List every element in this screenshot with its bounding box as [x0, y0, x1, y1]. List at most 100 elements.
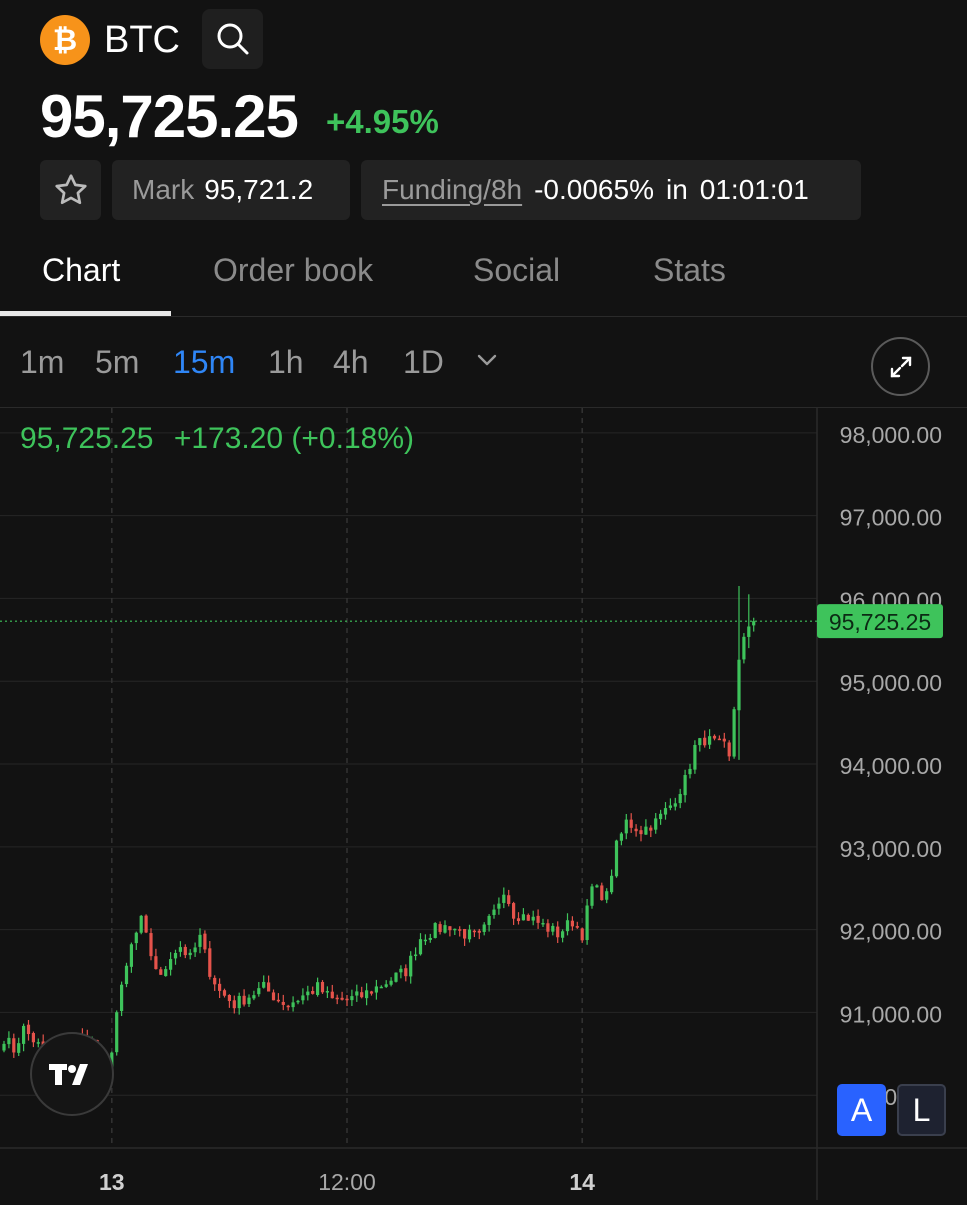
candle-body — [36, 1042, 40, 1044]
candle-body — [742, 636, 746, 660]
star-icon — [54, 174, 87, 205]
candle-body — [737, 659, 741, 711]
y-tick-label: 94,000.00 — [840, 753, 942, 779]
candle-body — [639, 830, 643, 835]
candle-body — [247, 997, 251, 1005]
y-tick-label: 97,000.00 — [840, 505, 942, 531]
tradingview-logo-icon — [49, 1064, 88, 1085]
candle-body — [320, 981, 325, 993]
candle-body — [237, 995, 241, 1009]
candle-body — [178, 947, 182, 952]
candle-body — [585, 905, 589, 941]
candle-body — [629, 819, 633, 828]
funding-link[interactable]: Funding/8h — [382, 174, 523, 205]
x-tick-label: 12:00 — [318, 1169, 376, 1195]
candle-body — [732, 709, 736, 757]
candle-body — [409, 955, 413, 977]
tab-chart[interactable]: Chart — [42, 252, 121, 288]
candle-body — [698, 738, 702, 746]
svg-text:₿: ₿ — [53, 24, 77, 57]
tab-bar: Chart Order book Social Stats — [0, 240, 967, 317]
timeframe-1d[interactable]: 1D — [403, 344, 444, 380]
candle-body — [164, 969, 168, 977]
candle-body — [281, 1001, 285, 1005]
candle-body — [311, 990, 315, 994]
log-scale-button[interactable]: L — [897, 1084, 946, 1136]
candle-body — [374, 986, 378, 993]
candle-body — [659, 813, 663, 820]
tab-social[interactable]: Social — [473, 252, 561, 288]
candle-body — [350, 996, 354, 1001]
timeframe-15m[interactable]: 15m — [173, 344, 236, 380]
candle-body — [693, 744, 697, 770]
tab-stats[interactable]: Stats — [653, 252, 726, 288]
candle-body — [747, 626, 751, 637]
candle-body — [345, 998, 349, 1001]
candle-body — [526, 914, 530, 921]
candle-body — [565, 920, 570, 932]
timeframe-5m[interactable]: 5m — [95, 344, 140, 380]
tab-order-book[interactable]: Order book — [213, 252, 374, 288]
y-tick-label: 95,000.00 — [840, 670, 942, 696]
candle-body — [139, 915, 143, 933]
funding-countdown: 01:01:01 — [699, 174, 809, 205]
candle-body — [482, 924, 486, 932]
candle-body — [134, 932, 138, 944]
candle-body — [443, 925, 447, 933]
candle-body — [394, 972, 398, 982]
candle-body — [438, 924, 442, 932]
timeframe-1h[interactable]: 1h — [268, 344, 304, 380]
search-button[interactable] — [202, 9, 263, 69]
candle-body — [296, 1000, 300, 1003]
candle-body — [673, 803, 677, 807]
candle-body — [193, 947, 197, 953]
candle-body — [120, 984, 124, 1012]
candle-body — [222, 990, 227, 996]
candle-body — [271, 992, 276, 1001]
price-chart[interactable]: 98,000.00 97,000.00 96,000.00 95,000.00 94,0… — [0, 408, 967, 1200]
candle-body — [124, 965, 129, 985]
candle-body — [267, 982, 271, 992]
x-tick-label: 14 — [569, 1169, 595, 1195]
legend-price: 95,725.25 — [20, 422, 154, 455]
candle-body — [384, 984, 388, 987]
candle-body — [477, 930, 481, 933]
timeframe-4h[interactable]: 4h — [333, 344, 369, 380]
candle-body — [242, 995, 246, 1005]
candle-body — [561, 931, 565, 938]
timeframe-1m[interactable]: 1m — [20, 344, 65, 380]
candle-body — [414, 954, 418, 957]
candle-body — [389, 980, 393, 985]
candle-body — [590, 886, 594, 906]
candlestick-chart-svg[interactable]: 98,000.0097,000.0096,000.0095,000.0094,0… — [0, 408, 967, 1200]
candle-body — [306, 991, 310, 996]
candle-body — [423, 939, 427, 942]
candle-body — [595, 885, 599, 888]
auto-scale-button[interactable]: A — [837, 1084, 886, 1136]
candle-body — [144, 915, 148, 933]
candle-body — [531, 916, 535, 921]
candle-body — [654, 818, 658, 830]
candle-body — [600, 885, 604, 901]
candle-body — [355, 991, 359, 996]
candle-body — [512, 903, 516, 919]
candle-body — [619, 833, 623, 841]
favorite-button[interactable] — [40, 160, 101, 220]
candle-body — [159, 969, 163, 975]
tradingview-logo[interactable] — [30, 1032, 114, 1116]
candle-body — [276, 999, 280, 1002]
candle-body — [433, 923, 437, 938]
candle-body — [428, 937, 432, 940]
candle-body — [365, 990, 369, 999]
chart-legend: 95,725.25 +173.20 (+0.18%) — [20, 421, 414, 457]
symbol-label[interactable]: BTC — [104, 19, 180, 61]
candle-body — [516, 918, 521, 922]
candle-body — [668, 805, 672, 808]
chevron-down-icon — [477, 354, 497, 366]
y-tick-label: 92,000.00 — [840, 919, 942, 945]
candle-body — [183, 946, 187, 956]
timeframe-more-button[interactable] — [474, 347, 500, 378]
fullscreen-button[interactable] — [871, 337, 930, 396]
candle-body — [649, 827, 653, 831]
candle-body — [467, 929, 472, 940]
